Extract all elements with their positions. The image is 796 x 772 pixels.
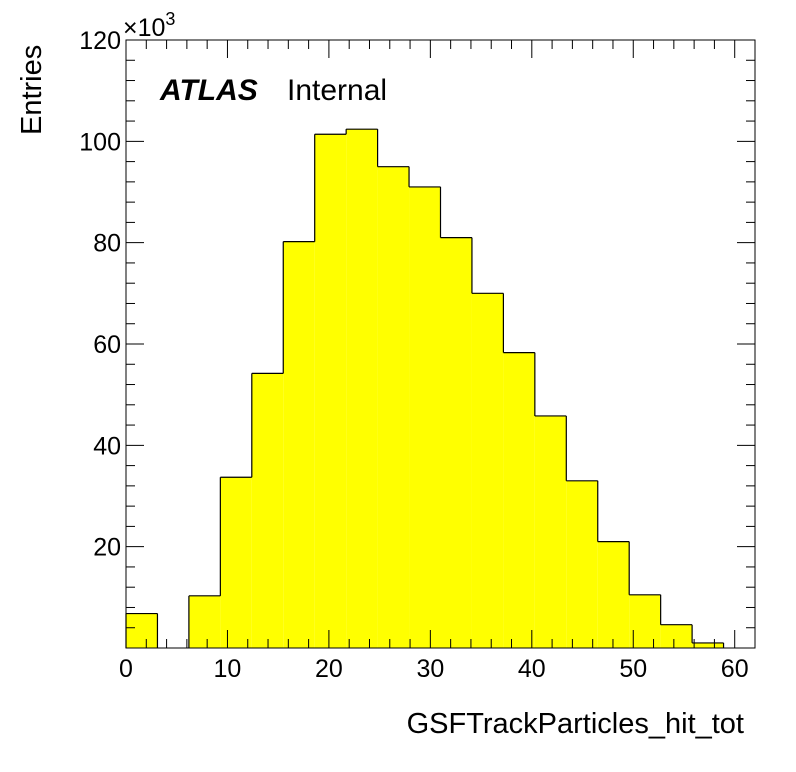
histogram-bar [566,480,598,648]
tick-labels: 0 10 20 30 40 50 60 20 40 60 80 100 120 [79,27,748,683]
histogram-bars [125,128,725,649]
histogram-bar [126,613,158,648]
x-tick-label: 50 [619,655,647,683]
histogram-bar [629,594,661,648]
histogram-bar [534,415,567,648]
histogram-bar [346,129,378,648]
x-axis-title: GSFTrackParticles_hit_tot [407,708,744,740]
histogram-bar [692,642,724,648]
histogram-bar [409,186,441,648]
histogram-bar [220,477,252,648]
x-tick-label: 20 [315,655,343,683]
histogram-bar [314,134,347,649]
axis-ticks [125,39,756,649]
internal-label: Internal [287,74,387,107]
x-tick-label: 30 [416,655,444,683]
histogram-bar [597,541,630,648]
y-tick-label: 100 [79,128,121,156]
y-axis-title: Entries [16,45,48,135]
histogram-bar [440,237,472,648]
y-tick-label: 120 [79,27,121,55]
y-tick-label: 80 [93,230,121,258]
atlas-label: ATLAS [159,74,258,107]
plot-frame [125,39,756,649]
y-axis-multiplier-exponent: 3 [165,9,175,29]
histogram-bar [471,293,504,648]
y-axis-multiplier: ×103 [123,9,175,42]
histogram-bar [188,595,221,648]
x-tick-label: 0 [119,655,133,683]
histogram-bar [503,352,535,648]
y-tick-label: 20 [93,534,121,562]
histogram-bar [283,241,315,649]
histogram-bar [660,624,693,648]
y-tick-label: 40 [93,432,121,460]
histogram-bar [377,166,410,648]
y-tick-label: 60 [93,331,121,359]
x-tick-label: 60 [721,655,749,683]
histogram-bar [251,373,284,648]
x-tick-label: 40 [518,655,546,683]
x-tick-label: 10 [214,655,242,683]
